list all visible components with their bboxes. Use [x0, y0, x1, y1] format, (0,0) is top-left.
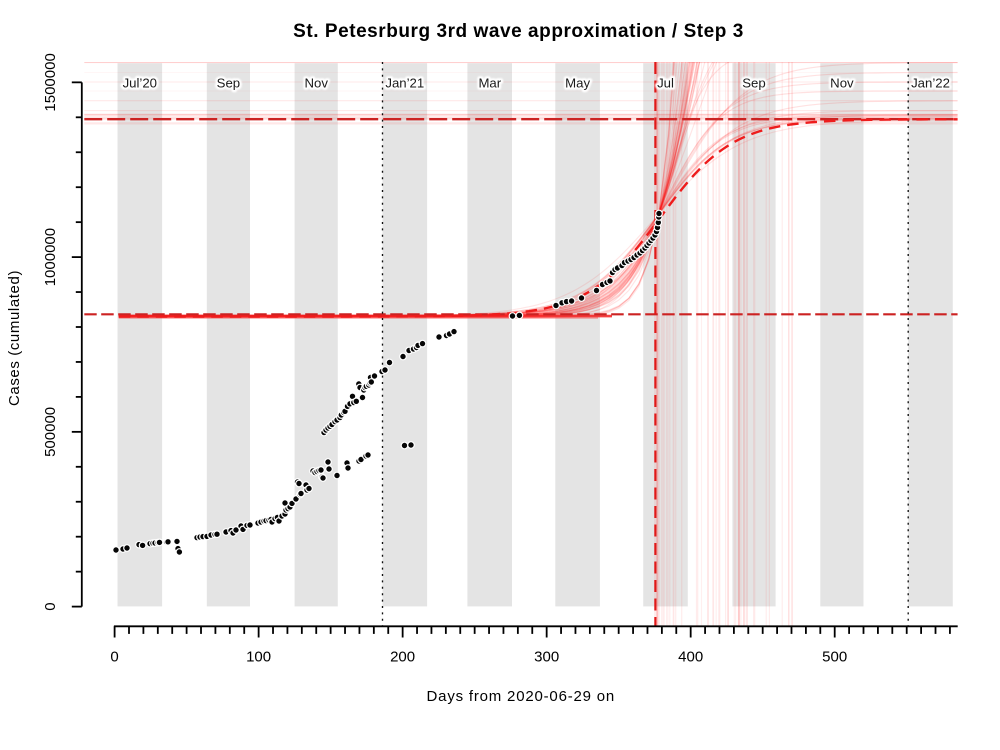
- svg-text:Sep: Sep: [742, 76, 765, 91]
- svg-text:Jul’20: Jul’20: [123, 76, 157, 91]
- svg-text:Cases (cumulated): Cases (cumulated): [6, 270, 23, 406]
- svg-text:Nov: Nov: [304, 76, 328, 91]
- svg-text:Days from 2020-06-29 on: Days from 2020-06-29 on: [427, 688, 616, 705]
- svg-text:200: 200: [390, 649, 415, 666]
- svg-text:Jul’20: Jul’20: [123, 76, 157, 91]
- svg-text:Mar: Mar: [478, 76, 501, 91]
- svg-text:300: 300: [534, 649, 559, 666]
- svg-text:0: 0: [110, 649, 118, 666]
- svg-text:0: 0: [42, 602, 59, 610]
- svg-text:1000000: 1000000: [42, 228, 59, 286]
- svg-text:Nov: Nov: [830, 76, 854, 91]
- svg-text:Jan’22: Jan’22: [911, 76, 950, 91]
- svg-text:May: May: [565, 76, 590, 91]
- svg-text:Mar: Mar: [478, 76, 501, 91]
- svg-text:100: 100: [246, 649, 271, 666]
- svg-text:Jul: Jul: [657, 76, 674, 91]
- svg-text:St. Petesrburg 3rd wave approx: St. Petesrburg 3rd wave approximation / …: [293, 21, 744, 42]
- svg-text:Jul: Jul: [657, 76, 674, 91]
- svg-text:May: May: [565, 76, 590, 91]
- svg-text:Sep: Sep: [742, 76, 765, 91]
- svg-text:1500000: 1500000: [42, 53, 59, 111]
- svg-text:Nov: Nov: [304, 76, 328, 91]
- svg-text:500000: 500000: [42, 407, 59, 457]
- svg-text:Jan’21: Jan’21: [385, 76, 424, 91]
- svg-text:Jan’22: Jan’22: [911, 76, 950, 91]
- svg-text:500: 500: [822, 649, 847, 666]
- svg-text:Sep: Sep: [217, 76, 240, 91]
- svg-text:Jan’21: Jan’21: [385, 76, 424, 91]
- svg-text:400: 400: [678, 649, 703, 666]
- svg-text:Sep: Sep: [217, 76, 240, 91]
- svg-text:Nov: Nov: [830, 76, 854, 91]
